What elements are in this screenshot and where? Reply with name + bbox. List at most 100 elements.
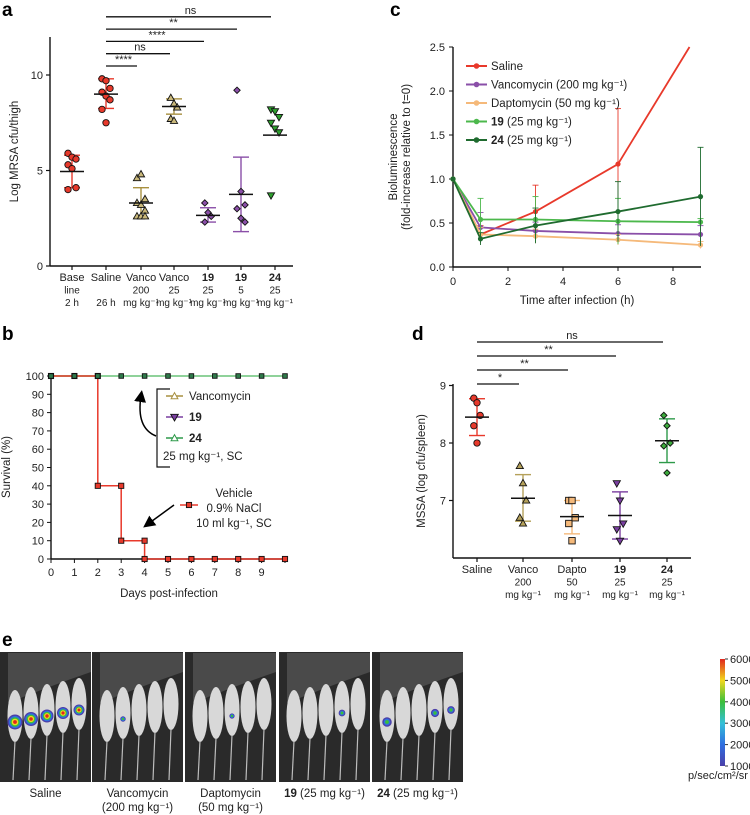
data-point [568,496,576,505]
mouse-tail [400,737,404,781]
data-point [237,214,245,223]
data-point-treated [235,373,241,379]
x-tick-label: mg kg⁻¹ [223,298,260,309]
x-tick-label: Saline [91,272,122,284]
mouse-tail [76,728,80,781]
data-point-vehicle [141,555,148,563]
x-tick-label: 25 [269,286,281,297]
data-point [450,176,456,182]
y-tick-label: 9 [440,381,446,393]
mouse-tail [168,728,172,781]
y-tick-label: 0 [38,554,44,566]
legend-label-text: (25 mg kg⁻¹) [504,135,572,147]
y-tick-label: 2.0 [430,86,445,98]
y-tick-label: 0.5 [430,218,445,230]
legend-bracket [156,388,170,468]
data-point [571,514,579,522]
mouse-tail [448,728,452,781]
x-tick-label: 5 [238,286,244,297]
dose-note: 25 mg kg⁻¹, SC [163,451,243,463]
data-point [615,497,625,506]
data-point-treated [165,373,171,379]
data-point-vehicle [118,482,125,489]
mouse-body [99,690,115,742]
mouse-tail [291,740,295,781]
vehicle-label: 0.9% NaCl [207,503,262,515]
signal-blob [230,714,234,718]
mouse-tail [229,734,233,781]
legend-marker-vehicle [185,501,193,509]
data-point [102,77,110,85]
mouse-body [163,678,179,730]
mouse-body [286,690,302,742]
legend-label-text: Daptomycin (50 mg kg⁻¹) [491,98,620,110]
data-point-vehicle [235,555,242,563]
mouse-body [379,690,395,742]
image-label-bold: 24 [377,788,390,800]
significance-label: * [498,372,503,384]
x-tick-label: Saline [462,564,493,576]
mouse-image [92,652,183,782]
legend-label: Saline [491,61,523,73]
data-point-treated [188,373,195,379]
data-point [618,520,628,529]
legend-label: 24 [189,433,202,445]
data-point [659,411,668,420]
data-point-vehicle [211,555,218,563]
mouse-tail [245,731,249,781]
x-tick-label: 25 [661,578,673,589]
colorbar-unit: p/sec/cm²/sr [688,770,748,782]
x-tick-label: Base [59,272,84,284]
x-tick-label: 6 [615,276,621,288]
colorbar-tick-label: 3000 [730,718,750,730]
y-axis-label: Survival (%) [1,436,13,498]
data-point [233,86,241,95]
data-point-treated [48,373,54,379]
data-point [697,194,704,200]
panel-e: Saline Vancomycin (200 mg kg⁻¹) Daptomycin (… [0,652,750,814]
series-line [452,178,701,246]
legend-marker [473,81,480,88]
data-point [532,223,539,229]
data-point [518,518,528,527]
data-point-treated [212,373,218,379]
y-tick-label: 90 [32,389,44,401]
data-point-vehicle [258,555,265,563]
mouse-tail [339,731,343,781]
arrow-icon [143,504,175,528]
data-point [515,461,525,470]
data-point [615,537,625,546]
x-tick-label: mg kg⁻¹ [257,298,294,309]
x-tick-label: line [64,286,80,297]
data-point [274,114,284,122]
y-axis-label: Bioluminescence [388,114,400,201]
vehicle-label: 10 ml kg⁻¹, SC [196,518,272,530]
data-point-treated [118,373,124,379]
y-tick-label: 10 [32,536,44,548]
y-axis-label: MSSA (log cfu/spleen) [416,414,428,528]
y-tick-label: 8 [440,438,446,450]
y-tick-label: 20 [32,517,44,529]
data-point [136,169,146,178]
image-label-line2: (200 mg kg⁻¹) [102,802,173,814]
y-tick-label: 70 [32,426,44,438]
data-point [659,442,668,450]
mouse-body [334,681,350,733]
mouse-tail [213,737,217,781]
significance-label: ** [169,17,178,29]
data-point [200,218,209,226]
series-line-vehicle [51,375,285,560]
series-1 [450,176,704,244]
legend-label-text: (25 mg kg⁻¹) [504,117,572,129]
data-point [518,478,528,487]
x-tick-label: 25 [168,286,180,297]
legend-marker [170,433,179,442]
data-point-treated [282,373,288,379]
mouse-tail [136,734,140,781]
mouse-tail [197,740,201,781]
legend-marker [473,137,480,143]
legend-marker [473,63,480,69]
